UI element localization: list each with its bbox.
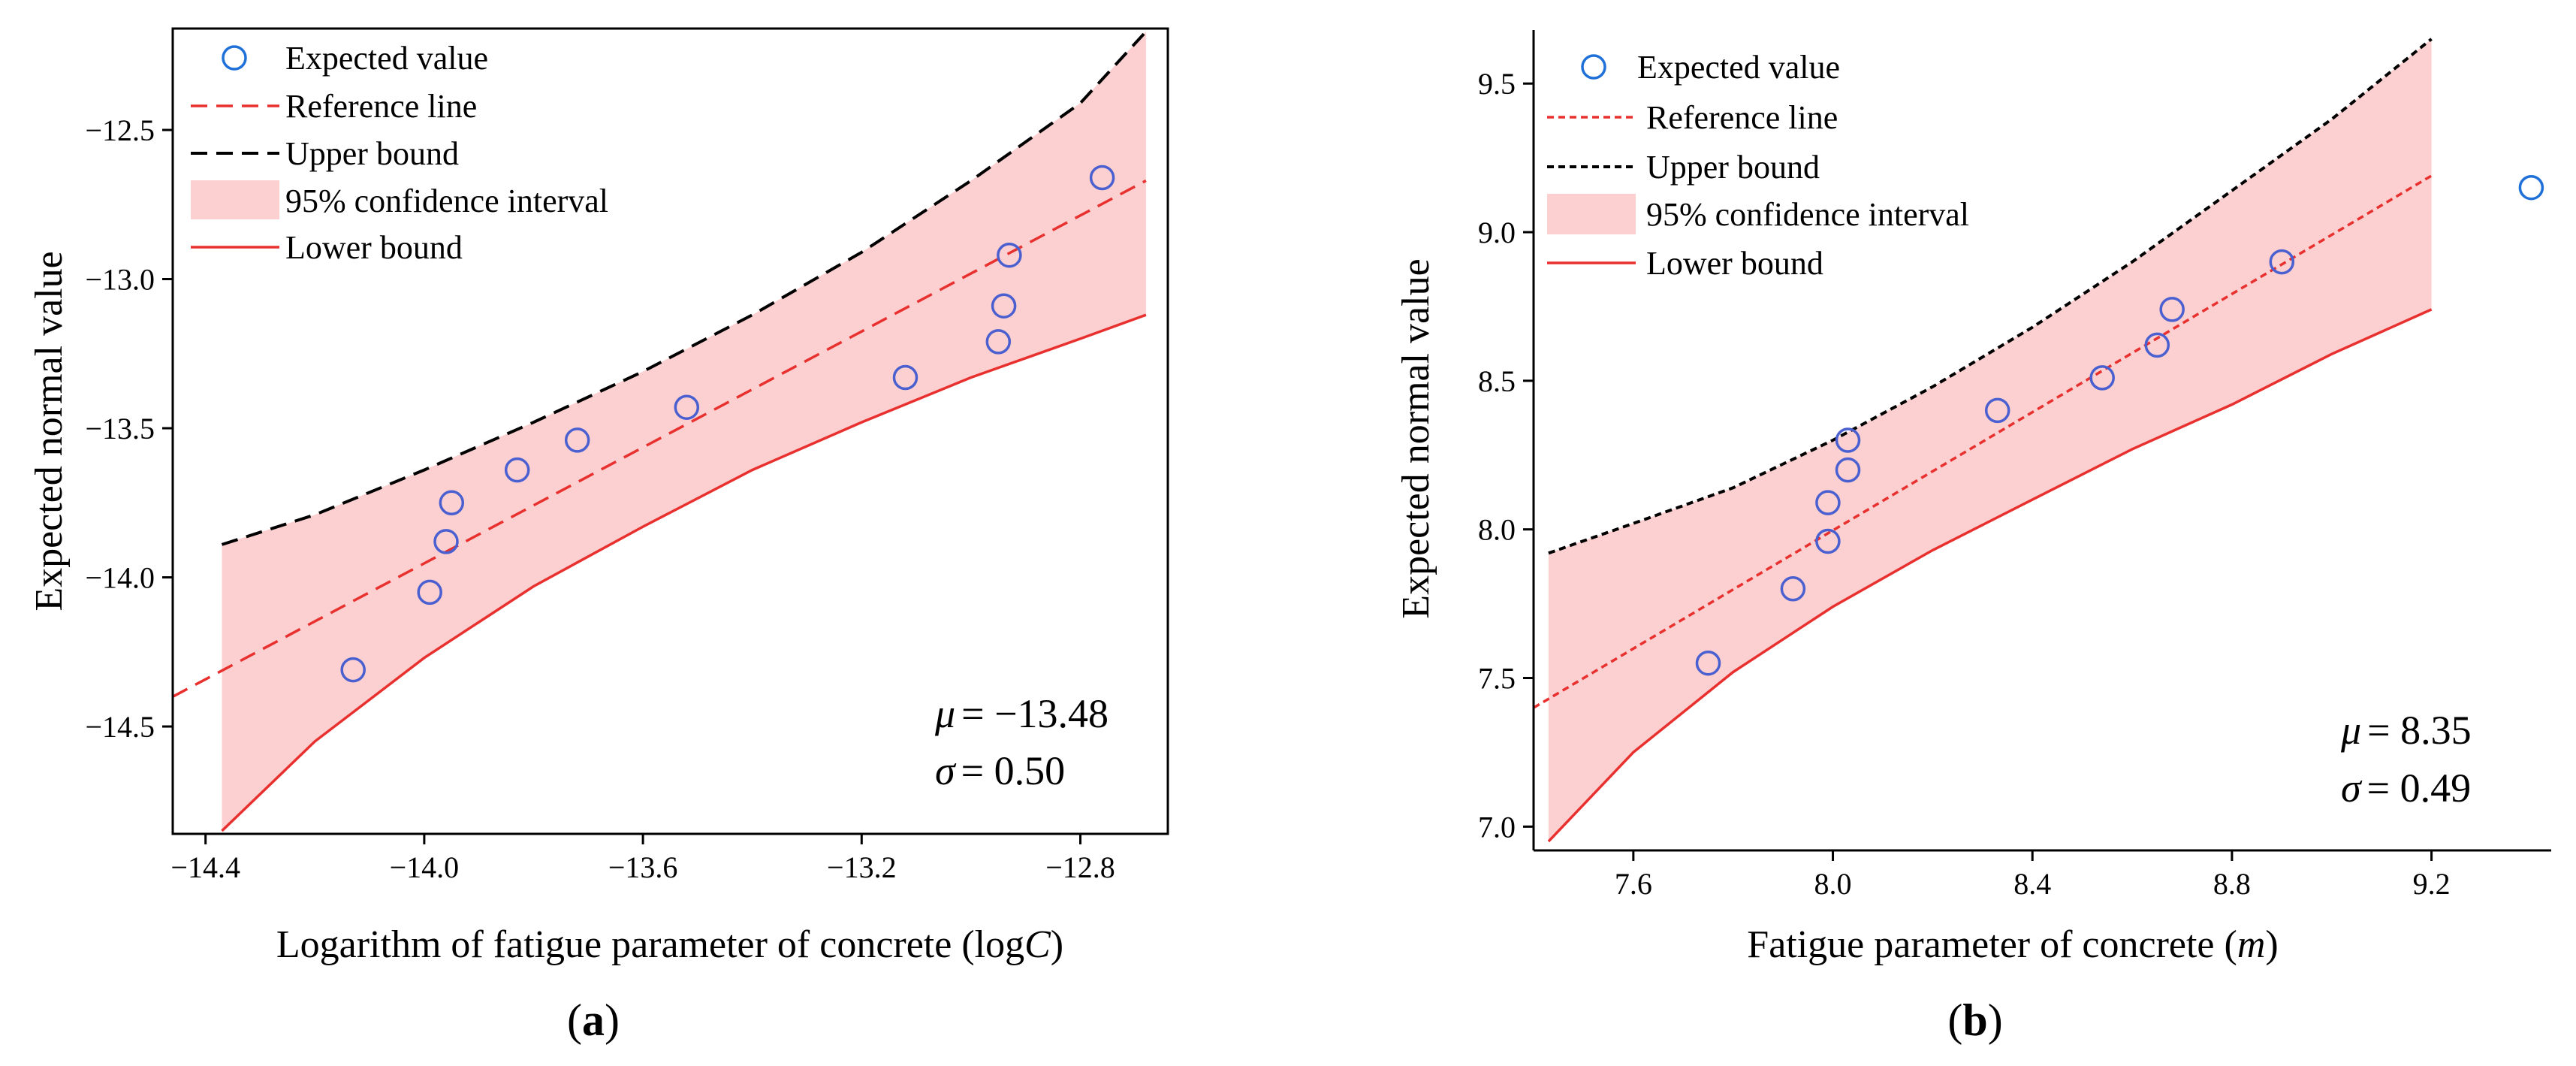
panel-b-x-tick-label: 8.0 — [1814, 867, 1852, 901]
legend-b-label-expected: Expected value — [1637, 49, 1840, 86]
panel-b-y-tick-label: 7.0 — [1478, 810, 1516, 844]
panel-a-y-axis-title: Expected normal value — [28, 251, 71, 611]
panel-b-x-axis-title: Fatigue parameter of concrete (m) — [1747, 923, 2278, 966]
panel-b-reference-line — [1534, 174, 2433, 709]
panel-b-legend: Expected value Reference line Upper boun… — [1547, 49, 1969, 282]
legend-b-marker-expected — [1581, 54, 1606, 80]
panel-b-x-tick-label: 7.6 — [1615, 867, 1652, 901]
panel-b-y-tick-label: 9.5 — [1478, 67, 1516, 101]
panel-b-x-tick-label: 8.4 — [2013, 867, 2051, 901]
panel-b-data-point — [1835, 427, 1861, 453]
panel-a-x-tick-label: −14.0 — [390, 850, 460, 884]
panel-b-data-point — [2144, 332, 2170, 358]
legend-b-label-upper: Upper bound — [1646, 149, 1820, 186]
panel-b-y-ticks: 7.0 7.5 8.0 8.5 9.0 9.5 — [1478, 67, 1534, 844]
panel-b-y-axis-title: Expected normal value — [1395, 258, 1437, 618]
panel-a-data-point — [417, 579, 442, 605]
panel-b-x-tick-label: 8.8 — [2213, 867, 2251, 901]
panel-a-y-tick-label: −13.5 — [85, 412, 155, 445]
panel-a-data-point — [997, 242, 1022, 268]
panel-b-mu-stat: μ = 8.35 — [2340, 708, 2472, 753]
panel-a-lower-bound-line — [221, 313, 1147, 832]
panel-b-upper-bound-line — [1548, 38, 2433, 555]
panel-b-data-point — [1835, 457, 1861, 483]
panel-a-mu-stat: μ = −13.48 — [934, 691, 1109, 736]
panel-a-data-point — [991, 293, 1017, 319]
panel-b-y-tick-label: 9.0 — [1478, 216, 1516, 249]
panel-b-chart: 7.6 8.0 8.4 8.8 9.2 7.0 7.5 8.0 8.5 9.0 9.5 Expec… — [1395, 30, 2551, 1045]
panel-a-label: (a) — [567, 995, 620, 1045]
panel-a-y-ticks: −14.5 −14.0 −13.5 −13.0 −12.5 — [85, 113, 173, 744]
legend-a-label-lower: Lower bound — [285, 229, 463, 266]
panel-b-confidence-band — [1548, 38, 2432, 842]
panel-b-label: (b) — [1947, 995, 2002, 1045]
panel-b-data-point — [1815, 490, 1841, 515]
panel-a-x-tick-label: −13.6 — [608, 850, 678, 884]
panel-a-x-tick-label: −14.4 — [170, 850, 240, 884]
panel-a-reference-line — [173, 179, 1147, 698]
panel-a-x-ticks: −14.4 −14.0 −13.6 −13.2 −12.8 — [170, 834, 1115, 884]
legend-a-label-expected: Expected value — [285, 40, 488, 77]
panel-a-x-tick-label: −12.8 — [1045, 850, 1115, 884]
panel-b-data-point — [1780, 576, 1806, 602]
panel-b-data-point — [2159, 297, 2185, 322]
panel-b-x-tick-label: 9.2 — [2413, 867, 2451, 901]
panel-b-data-point — [1695, 650, 1721, 676]
legend-a-label-upper: Upper bound — [285, 135, 459, 172]
panel-a-y-tick-label: −14.0 — [85, 561, 155, 595]
panel-b-plot-area — [1534, 38, 2544, 843]
panel-b-data-point — [2089, 365, 2115, 391]
panel-a-confidence-band — [222, 32, 1146, 831]
panel-a-chart: −14.4 −14.0 −13.6 −13.2 −12.8 −14.5 −14.0 −13.… — [28, 27, 1169, 1045]
panel-a-frame — [171, 27, 1169, 835]
panel-a-data-point — [504, 457, 530, 483]
panel-a-data-point — [433, 529, 459, 554]
legend-b-label-lower: Lower bound — [1646, 245, 1823, 282]
panel-a-points — [340, 165, 1115, 683]
panel-b-lower-bound-line — [1547, 308, 2433, 843]
panel-b-data-point — [2269, 249, 2295, 275]
panel-a-data-point — [985, 329, 1012, 355]
panel-a-data-point — [674, 394, 700, 420]
panel-b-data-point — [2518, 174, 2544, 201]
panel-a-legend: Expected value Reference line Upper boun… — [191, 40, 608, 266]
legend-a-marker-ci — [191, 180, 279, 219]
panel-b-data-point — [1984, 397, 2010, 424]
panel-b-x-ticks: 7.6 8.0 8.4 8.8 9.2 — [1615, 850, 2451, 901]
panel-a-plot-area — [173, 30, 1148, 832]
panel-a-upper-bound-line — [221, 30, 1148, 546]
panel-a-y-tick-label: −12.5 — [85, 113, 155, 147]
legend-b-marker-ci — [1547, 194, 1636, 234]
panel-a-data-point — [1089, 165, 1115, 191]
panel-a-y-tick-label: −14.5 — [85, 710, 155, 744]
panel-b-y-tick-label: 8.0 — [1478, 513, 1516, 547]
panel-a-data-point — [439, 490, 465, 516]
panel-a-data-point — [564, 427, 590, 453]
legend-b-label-ci: 95% confidence interval — [1646, 196, 1969, 233]
panel-a-data-point — [340, 657, 366, 683]
panel-b-data-point — [1815, 528, 1841, 554]
panel-b-points — [1695, 174, 2544, 676]
panel-b-y-tick-label: 8.5 — [1478, 364, 1516, 398]
legend-a-marker-expected — [222, 45, 247, 71]
panel-a-data-point — [892, 364, 918, 391]
panel-b-y-tick-label: 7.5 — [1478, 662, 1516, 696]
panel-a-x-tick-label: −13.2 — [827, 850, 897, 884]
legend-a-label-reference: Reference line — [285, 88, 477, 125]
panel-a-sigma-stat: σ = 0.50 — [935, 748, 1065, 793]
legend-a-label-ci: 95% confidence interval — [285, 183, 608, 219]
legend-b-label-reference: Reference line — [1646, 99, 1838, 136]
panel-b-sigma-stat: σ = 0.49 — [2341, 766, 2471, 811]
panel-a-x-axis-title: Logarithm of fatigue parameter of concre… — [276, 923, 1063, 966]
panel-a-y-tick-label: −13.0 — [85, 263, 155, 297]
